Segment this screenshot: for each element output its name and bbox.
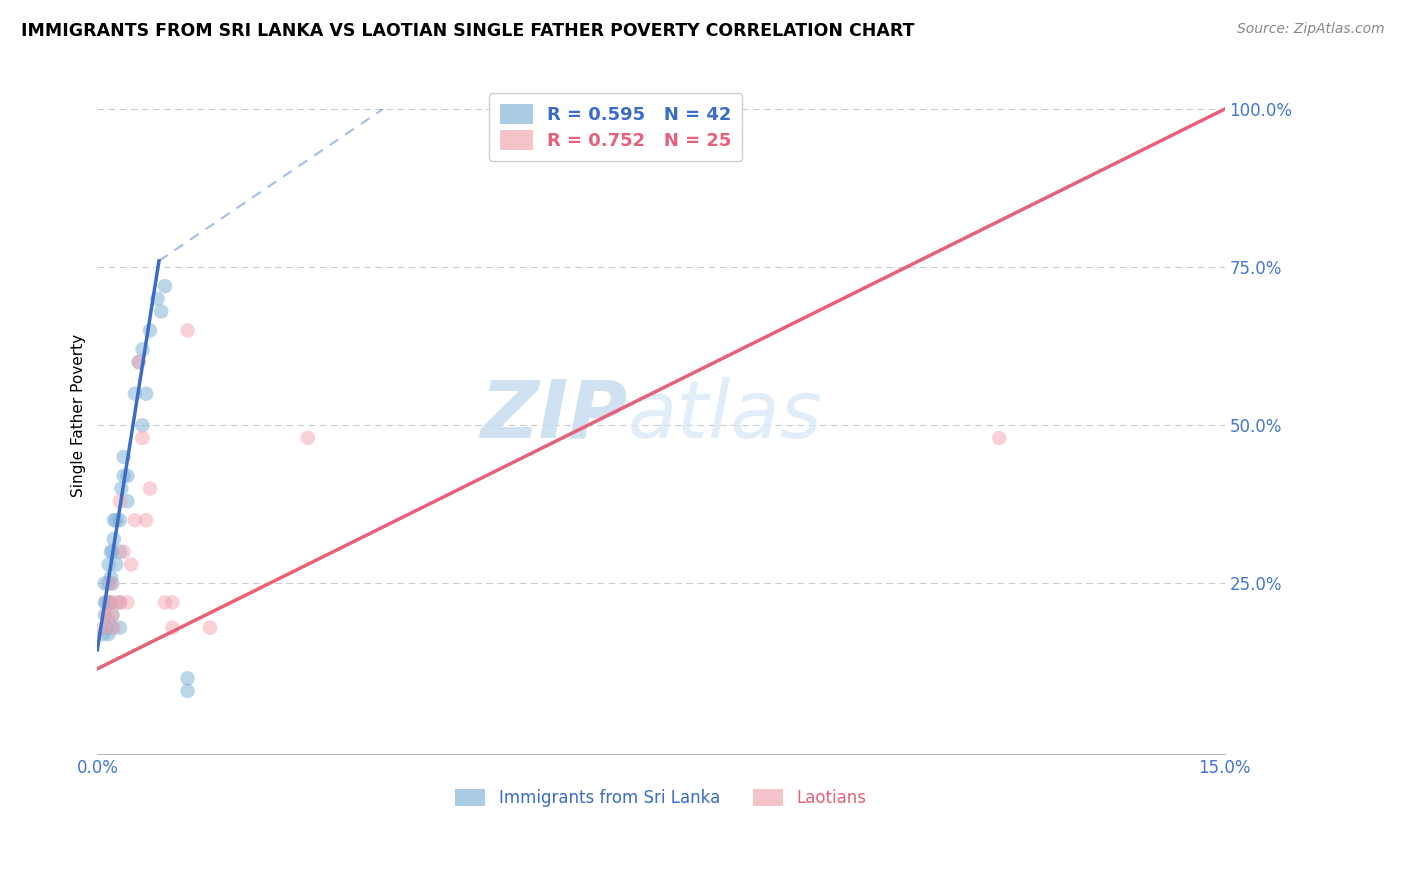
Point <box>162 621 184 635</box>
Point <box>988 431 1011 445</box>
Point <box>112 450 135 464</box>
Point <box>124 386 146 401</box>
Point <box>135 513 157 527</box>
Text: atlas: atlas <box>627 376 823 455</box>
Point <box>176 671 198 685</box>
Point <box>139 323 162 337</box>
Point <box>176 684 198 698</box>
Point <box>100 545 122 559</box>
Point <box>112 545 135 559</box>
Point <box>93 627 115 641</box>
Point <box>108 513 131 527</box>
Point <box>97 558 120 572</box>
Point <box>108 494 131 508</box>
Point <box>128 355 150 369</box>
Text: ZIP: ZIP <box>479 376 627 455</box>
Point <box>108 621 131 635</box>
Point <box>499 102 522 116</box>
Point <box>94 608 117 623</box>
Point <box>105 513 128 527</box>
Point <box>117 469 139 483</box>
Point <box>96 621 118 635</box>
Point <box>117 494 139 508</box>
Point <box>108 595 131 609</box>
Point <box>101 608 124 623</box>
Point <box>96 608 118 623</box>
Point <box>97 627 120 641</box>
Point <box>112 469 135 483</box>
Point <box>128 355 150 369</box>
Point <box>105 558 128 572</box>
Point <box>162 595 184 609</box>
Point <box>97 595 120 609</box>
Point <box>117 595 139 609</box>
Point <box>110 482 132 496</box>
Point <box>103 621 125 635</box>
Point <box>131 418 153 433</box>
Point <box>100 576 122 591</box>
Point <box>108 595 131 609</box>
Point <box>105 595 128 609</box>
Point <box>108 545 131 559</box>
Point <box>96 595 118 609</box>
Legend: Immigrants from Sri Lanka, Laotians: Immigrants from Sri Lanka, Laotians <box>449 782 873 814</box>
Point <box>97 595 120 609</box>
Point <box>146 292 169 306</box>
Point <box>103 513 125 527</box>
Point <box>101 545 124 559</box>
Point <box>198 621 221 635</box>
Text: IMMIGRANTS FROM SRI LANKA VS LAOTIAN SINGLE FATHER POVERTY CORRELATION CHART: IMMIGRANTS FROM SRI LANKA VS LAOTIAN SIN… <box>21 22 914 40</box>
Point <box>124 513 146 527</box>
Point <box>101 608 124 623</box>
Point <box>153 595 176 609</box>
Point <box>153 279 176 293</box>
Point <box>297 431 319 445</box>
Point <box>101 621 124 635</box>
Point <box>94 576 117 591</box>
Text: Source: ZipAtlas.com: Source: ZipAtlas.com <box>1237 22 1385 37</box>
Point <box>93 621 115 635</box>
Point <box>176 323 198 337</box>
Point <box>97 576 120 591</box>
Point <box>135 386 157 401</box>
Point <box>139 482 162 496</box>
Point <box>100 570 122 584</box>
Point <box>131 431 153 445</box>
Point <box>150 304 173 318</box>
Point <box>94 595 117 609</box>
Point <box>100 595 122 609</box>
Y-axis label: Single Father Poverty: Single Father Poverty <box>72 334 86 498</box>
Point <box>131 343 153 357</box>
Point <box>101 576 124 591</box>
Point <box>120 558 142 572</box>
Point <box>97 615 120 629</box>
Point <box>103 532 125 546</box>
